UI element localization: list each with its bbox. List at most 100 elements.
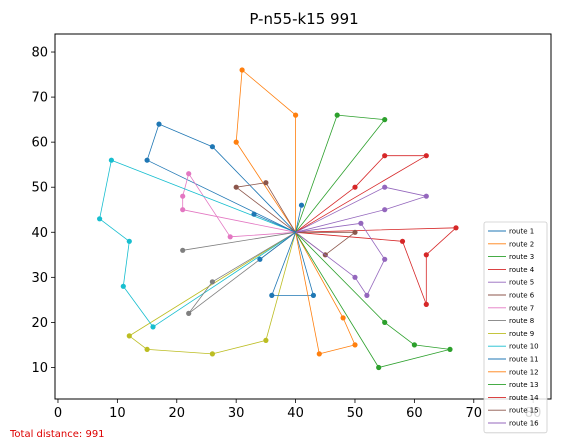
route-point: [263, 337, 269, 343]
route-point: [144, 346, 150, 352]
legend-label: route 1: [509, 228, 534, 236]
route-line-7: [182, 173, 296, 238]
route-line-13: [295, 232, 451, 368]
total-distance-annotation: Total distance: 991: [9, 429, 105, 440]
route-line-12: [295, 232, 356, 355]
legend-label: route 15: [509, 407, 539, 415]
legend-label: route 5: [509, 279, 534, 287]
route-point: [334, 112, 340, 118]
route-point: [233, 139, 239, 145]
x-tick-label: 0: [54, 406, 62, 421]
route-point: [126, 333, 132, 339]
route-point: [382, 117, 388, 123]
route-line-14: [295, 227, 457, 305]
route-point: [423, 301, 429, 307]
route-point: [209, 351, 215, 357]
legend-label: route 9: [509, 330, 534, 338]
plot-frame: [54, 33, 552, 400]
route-point: [150, 324, 156, 330]
route-line-1: [146, 123, 296, 233]
route-point: [352, 184, 358, 190]
legend: route 1 route 2 route 3 route 4 route 5 route…: [483, 221, 548, 434]
routes-layer: [97, 67, 459, 371]
route-point: [382, 256, 388, 262]
route-point: [233, 184, 239, 190]
route-point: [263, 180, 269, 186]
route-point: [293, 112, 299, 118]
route-point: [423, 193, 429, 199]
legend-label: route 16: [509, 420, 539, 428]
x-tick-label: 30: [228, 406, 245, 421]
route-point: [423, 252, 429, 258]
route-point: [382, 319, 388, 325]
route-point: [310, 292, 316, 298]
x-tick-label: 40: [287, 406, 304, 421]
route-point: [316, 351, 322, 357]
route-point: [411, 342, 417, 348]
legend-label: route 12: [509, 368, 539, 376]
route-point: [126, 238, 132, 244]
route-point: [186, 171, 192, 177]
route-line-9: [128, 231, 296, 355]
route-point: [269, 292, 275, 298]
legend-label: route 11: [509, 356, 539, 364]
x-tick-label: 60: [406, 406, 423, 421]
legend-label: route 10: [509, 343, 539, 351]
legend-label: route 6: [509, 292, 535, 300]
route-line-6: [235, 182, 296, 233]
route-point: [352, 342, 358, 348]
route-point: [382, 207, 388, 213]
route-point: [382, 184, 388, 190]
y-tick-label: 50: [31, 181, 48, 196]
x-tick-label: 50: [347, 406, 364, 421]
route-point: [382, 153, 388, 159]
route-line-17: [188, 231, 296, 314]
route-point: [180, 207, 186, 213]
y-tick-label: 70: [31, 91, 48, 106]
legend-label: route 2: [509, 240, 534, 248]
route-line-16: [295, 222, 386, 296]
y-tick-label: 10: [31, 361, 48, 376]
route-point: [144, 157, 150, 163]
route-point: [120, 283, 126, 289]
route-point: [209, 279, 215, 285]
route-point: [156, 121, 162, 127]
route-point: [358, 220, 364, 226]
route-point: [257, 256, 263, 262]
route-line-11: [271, 232, 314, 296]
legend-label: route 14: [509, 394, 539, 402]
route-point: [453, 225, 459, 231]
route-point: [423, 153, 429, 159]
route-point: [352, 274, 358, 280]
legend-label: route 4: [509, 266, 535, 274]
y-axis: 10 20 30 40 50 60 70 80: [31, 46, 55, 376]
y-tick-label: 20: [31, 316, 48, 331]
route-point: [352, 229, 358, 235]
y-tick-label: 80: [31, 46, 48, 61]
chart-title: P-n55-k15 991: [249, 10, 358, 28]
legend-label: route 7: [509, 304, 534, 312]
route-point: [251, 211, 257, 217]
legend-label: route 3: [509, 253, 534, 261]
legend-label: route 8: [509, 317, 534, 325]
route-point: [209, 144, 215, 150]
x-tick-label: 10: [109, 406, 126, 421]
route-point: [97, 216, 103, 222]
route-point: [180, 247, 186, 253]
x-tick-label: 20: [168, 406, 185, 421]
route-line-3: [295, 114, 386, 233]
route-point: [447, 346, 453, 352]
route-line-8: [182, 231, 296, 251]
route-point: [186, 310, 192, 316]
y-tick-label: 30: [31, 271, 48, 286]
route-point: [376, 364, 382, 371]
y-tick-label: 60: [31, 136, 48, 151]
route-line-15: [295, 231, 356, 256]
legend-box: [483, 221, 548, 434]
y-tick-label: 40: [31, 226, 48, 241]
route-point: [399, 238, 406, 244]
route-point: [180, 193, 186, 199]
route-point: [239, 67, 245, 73]
